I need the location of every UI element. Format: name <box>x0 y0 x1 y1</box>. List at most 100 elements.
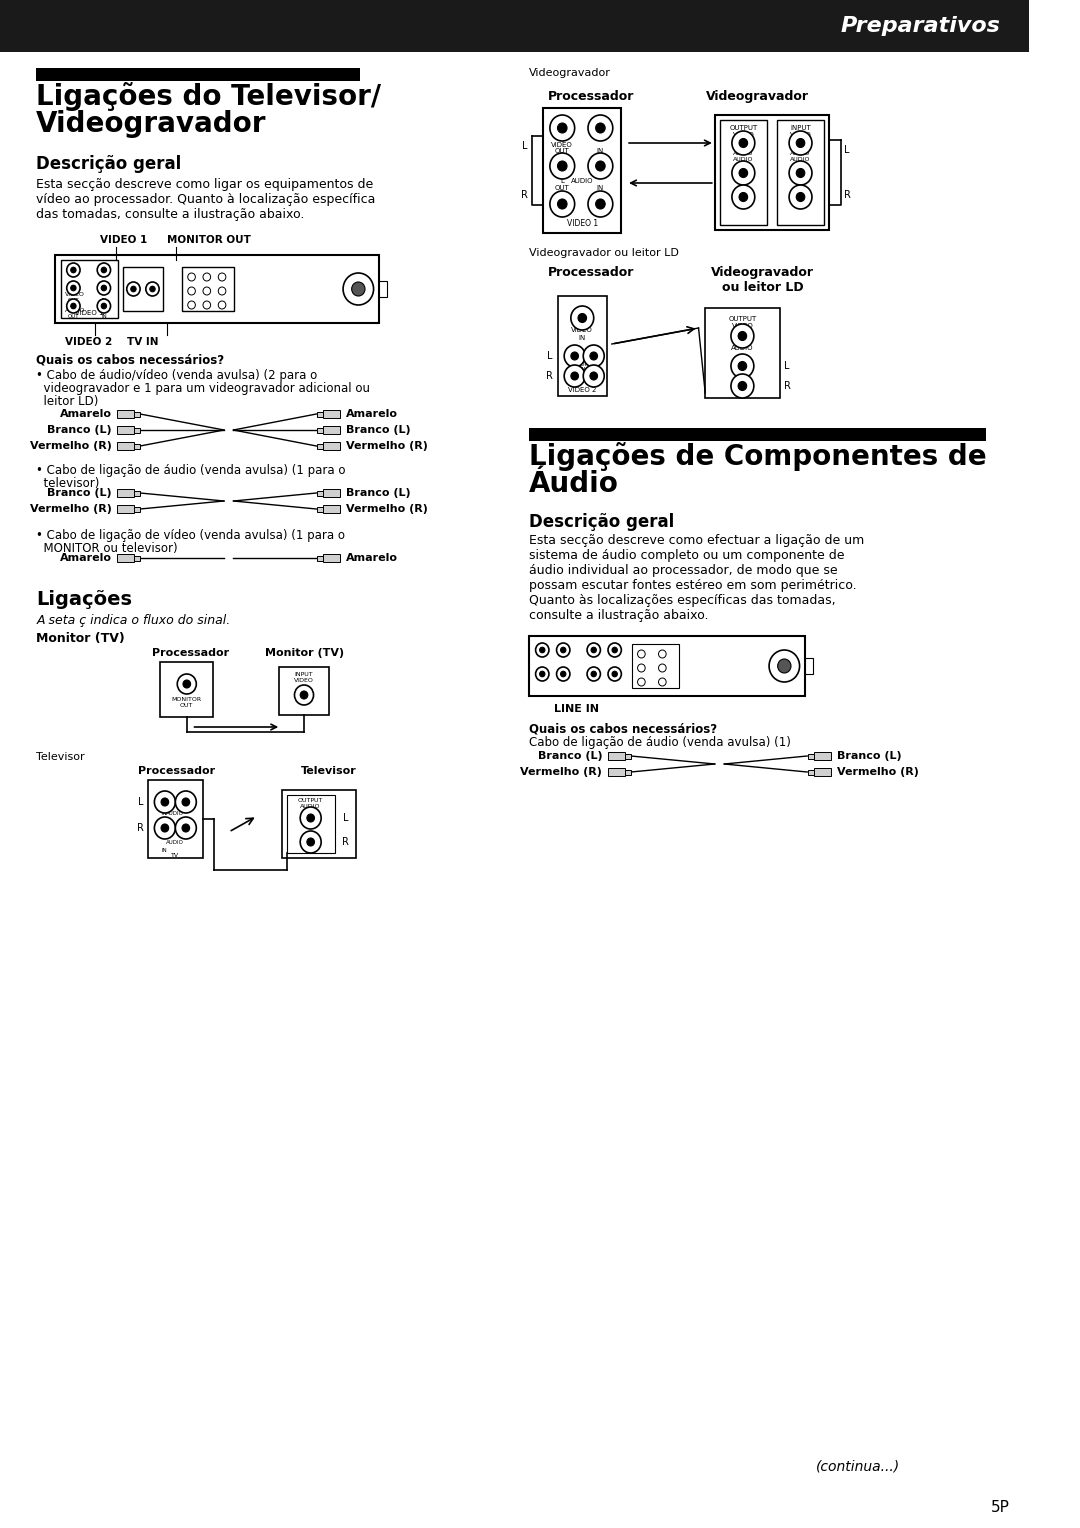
Bar <box>134 556 140 561</box>
Bar <box>118 504 134 513</box>
Bar <box>287 795 335 853</box>
Bar <box>719 121 767 225</box>
Circle shape <box>161 824 168 833</box>
Circle shape <box>540 648 545 652</box>
Text: INPUT: INPUT <box>295 672 313 677</box>
Text: Monitor (TV): Monitor (TV) <box>37 633 125 645</box>
Circle shape <box>126 283 140 296</box>
Bar <box>118 489 134 497</box>
Text: leitor LD): leitor LD) <box>37 396 98 408</box>
Text: L: L <box>784 361 789 371</box>
Circle shape <box>778 659 791 672</box>
Text: Branco (L): Branco (L) <box>346 487 410 498</box>
Circle shape <box>557 122 567 133</box>
Text: L: L <box>138 798 144 807</box>
Circle shape <box>732 185 755 209</box>
Circle shape <box>789 185 812 209</box>
Text: OUT: OUT <box>555 148 569 154</box>
Circle shape <box>591 671 596 677</box>
Circle shape <box>731 324 754 348</box>
Text: Televisor: Televisor <box>301 766 356 776</box>
Circle shape <box>177 674 197 694</box>
Text: IN: IN <box>102 298 107 303</box>
Bar <box>777 121 824 225</box>
Text: Televisor: Televisor <box>37 752 85 762</box>
Text: Descrição geral: Descrição geral <box>529 513 674 532</box>
Text: Processador: Processador <box>152 648 229 659</box>
Bar <box>118 410 134 419</box>
Bar <box>118 555 134 562</box>
Circle shape <box>536 643 549 657</box>
Circle shape <box>583 345 604 367</box>
Circle shape <box>732 131 755 154</box>
Text: AUDIO: AUDIO <box>731 345 754 351</box>
Text: R: R <box>784 380 792 391</box>
Bar <box>318 428 323 432</box>
Circle shape <box>571 306 594 330</box>
Circle shape <box>300 807 321 830</box>
Text: 5P: 5P <box>991 1500 1010 1514</box>
Bar <box>118 426 134 434</box>
Circle shape <box>561 648 566 652</box>
Text: OUTPUT: OUTPUT <box>728 316 756 322</box>
Text: AUDIO: AUDIO <box>572 362 593 367</box>
Bar <box>529 428 986 442</box>
Circle shape <box>550 153 575 179</box>
Circle shape <box>596 160 605 171</box>
Text: L: L <box>845 145 850 154</box>
Text: Quais os cabos necessários?: Quais os cabos necessários? <box>37 353 225 367</box>
Text: Vermelho (R): Vermelho (R) <box>521 767 603 778</box>
Circle shape <box>102 286 107 290</box>
Text: Videogravador: Videogravador <box>529 69 611 78</box>
Circle shape <box>146 283 159 296</box>
Text: Branco (L): Branco (L) <box>46 425 111 435</box>
Text: vídeo ao processador. Quanto à localização específica: vídeo ao processador. Quanto à localizaç… <box>37 193 376 206</box>
Bar <box>318 411 323 417</box>
Circle shape <box>97 299 110 313</box>
Circle shape <box>307 814 314 822</box>
Circle shape <box>564 345 585 367</box>
Text: IN: IN <box>579 367 585 371</box>
Circle shape <box>732 160 755 185</box>
Text: Vermelho (R): Vermelho (R) <box>837 767 919 778</box>
Text: L: L <box>343 813 349 824</box>
Text: IN: IN <box>597 185 604 191</box>
Circle shape <box>97 263 110 277</box>
Bar <box>160 662 214 717</box>
Text: AUDIO: AUDIO <box>65 307 85 313</box>
Bar <box>323 410 340 419</box>
Bar <box>60 260 118 318</box>
Text: Quanto às localizações específicas das tomadas,: Quanto às localizações específicas das t… <box>529 594 836 607</box>
Circle shape <box>796 139 805 148</box>
Text: IN: IN <box>579 335 586 341</box>
Text: R: R <box>545 371 553 380</box>
Text: Branco (L): Branco (L) <box>538 750 603 761</box>
Text: VIDEO 2: VIDEO 2 <box>568 387 596 393</box>
Circle shape <box>352 283 365 296</box>
Circle shape <box>307 837 314 847</box>
Text: OUTPUT: OUTPUT <box>729 125 757 131</box>
Bar <box>134 428 140 432</box>
Bar <box>806 659 813 674</box>
Bar <box>379 281 387 296</box>
Text: Ligações de Componentes de: Ligações de Componentes de <box>529 442 986 471</box>
Text: MONITOR OUT: MONITOR OUT <box>166 235 251 244</box>
Text: L: L <box>548 351 553 361</box>
Circle shape <box>608 668 621 681</box>
Text: R: R <box>845 189 851 200</box>
Text: VIDEO: VIDEO <box>66 292 85 296</box>
Bar <box>148 779 203 859</box>
Circle shape <box>608 643 621 657</box>
Text: OUT: OUT <box>68 313 79 318</box>
Circle shape <box>561 671 566 677</box>
Text: Branco (L): Branco (L) <box>837 750 902 761</box>
Text: AUDIO: AUDIO <box>571 177 594 183</box>
Text: VIDEO 1: VIDEO 1 <box>100 235 147 244</box>
Circle shape <box>596 199 605 209</box>
Text: VIDEO: VIDEO <box>552 142 573 148</box>
Text: Descrição geral: Descrição geral <box>37 154 181 173</box>
Text: OUTPUT: OUTPUT <box>298 798 323 804</box>
Circle shape <box>796 193 805 202</box>
Circle shape <box>612 671 618 677</box>
Text: MONITOR ou televisor): MONITOR ou televisor) <box>37 542 178 555</box>
